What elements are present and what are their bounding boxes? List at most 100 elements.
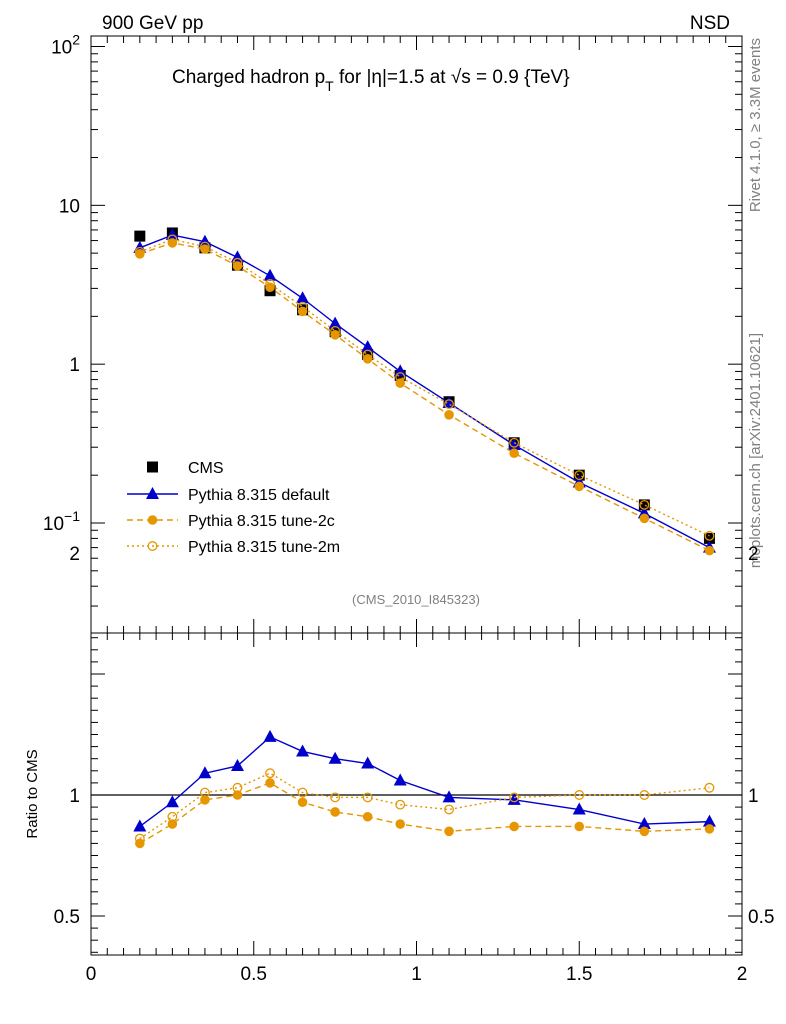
cms-data-point xyxy=(573,469,585,481)
tune2m-point xyxy=(444,399,455,410)
tune2c-point xyxy=(167,238,178,248)
tune2m-ratio-point xyxy=(167,811,178,822)
tune2m-point xyxy=(199,241,210,252)
tune2c-ratio-point xyxy=(639,826,650,837)
default-ratio-point xyxy=(507,792,521,805)
tune2m-ratio-point xyxy=(509,792,520,803)
ratio-series-layer xyxy=(133,729,716,849)
ratio-axes: 0.5 0.5 1 1 2 2 xyxy=(54,544,774,955)
x-tick-label: 1 xyxy=(411,964,422,985)
x-tick-label: 0 xyxy=(86,964,97,985)
tune2m-point xyxy=(574,470,585,481)
tune2c-point xyxy=(444,409,454,420)
ratio-y-tick-label: 1 xyxy=(69,786,80,807)
tune2m-line xyxy=(139,238,710,537)
tune2m-ratio-point xyxy=(232,782,243,793)
tune2c-ratio-point xyxy=(232,790,243,800)
legend-marker-default xyxy=(146,487,159,499)
tune2c-ratio-point xyxy=(200,795,210,805)
tune2m-ratio-point xyxy=(199,787,210,798)
default-point xyxy=(296,291,310,304)
legend-label-default: Pythia 8.315 default xyxy=(188,487,330,504)
legend-marker-cms xyxy=(147,461,158,473)
tune2c-ratio-point xyxy=(330,807,340,817)
tune2m-point xyxy=(134,246,145,257)
default-ratio-point xyxy=(165,795,179,808)
main-axes: 10−1 1 10 102 xyxy=(43,32,743,633)
default-ratio-point xyxy=(328,751,342,764)
y-tick-label: 10 xyxy=(59,196,80,217)
y-tick-label: 102 xyxy=(51,32,80,59)
tune2m-point xyxy=(362,349,373,360)
cms-data-point xyxy=(638,499,650,511)
tune2m-point xyxy=(297,301,308,312)
tune2c-ratio-point xyxy=(167,819,178,829)
tune2m-point xyxy=(395,372,406,382)
default-ratio-point xyxy=(572,802,586,815)
default-ratio-point xyxy=(133,819,147,832)
ratio-y-tick-label-right: 2 xyxy=(748,544,759,565)
tune2m-ratio-point xyxy=(444,804,455,815)
tune2c-line xyxy=(139,242,710,552)
tune2m-ratio-point xyxy=(330,792,341,803)
main-series-layer xyxy=(133,227,716,556)
default-ratio-point xyxy=(296,744,310,757)
tune2m-ratio-point xyxy=(639,790,650,800)
rivet-version-text: Rivet 4.1.0, ≥ 3.3M events xyxy=(747,38,764,212)
cms-data-point xyxy=(134,230,146,242)
default-point xyxy=(230,250,244,263)
default-ratio-point xyxy=(361,756,375,769)
mcplots-text: mcplots.cern.ch [arXiv:2401.10621] xyxy=(747,333,764,568)
tune2c-point xyxy=(135,249,145,259)
default-point xyxy=(361,340,375,353)
legend-marker-tune2m xyxy=(147,541,158,551)
tune2m-ratio-point xyxy=(265,768,275,779)
default-ratio-point xyxy=(230,758,244,771)
tune2m-ratio-point xyxy=(134,833,145,844)
analysis-id: (CMS_2010_I845323) xyxy=(352,592,480,607)
tune2m-point xyxy=(232,257,243,268)
ratio-y-tick-label: 0.5 xyxy=(54,907,80,928)
legend-label-tune2c: Pythia 8.315 tune-2c xyxy=(188,513,335,530)
legend-label-tune2m: Pythia 8.315 tune-2m xyxy=(188,539,340,556)
default-ratio-point xyxy=(702,814,716,827)
y-tick-label: 1 xyxy=(69,355,80,376)
tune2c-ratio-point xyxy=(509,821,519,832)
tune2c-ratio-point xyxy=(297,797,308,808)
header-right: NSD xyxy=(690,13,730,34)
default-point xyxy=(507,437,521,450)
tune2m-point xyxy=(330,325,341,336)
tune2m-ratio-point xyxy=(362,792,373,803)
tune2m-ratio-point xyxy=(704,782,715,793)
tune2c-point xyxy=(639,513,650,524)
ratio-ylabel: Ratio to CMS xyxy=(24,749,41,838)
default-ratio-point xyxy=(198,766,212,779)
y-tick-label: 10−1 xyxy=(43,508,80,535)
default-ratio-point xyxy=(393,773,407,786)
x-axis-tick-labels: 0 0.5 1 1.5 2 xyxy=(86,964,748,985)
default-line xyxy=(139,234,710,549)
x-tick-label: 0.5 xyxy=(241,964,267,985)
default-ratio-line xyxy=(139,736,710,828)
default-ratio-point xyxy=(637,817,651,830)
tune2c-ratio-point xyxy=(265,778,275,788)
tune2m-point xyxy=(704,530,715,541)
tune2c-point xyxy=(704,545,715,556)
legend-label-cms: CMS xyxy=(188,460,224,477)
chart-title: Charged hadron pT for |η|=1.5 at √s = 0.… xyxy=(172,67,570,94)
default-point xyxy=(263,268,277,281)
tune2c-ratio-point xyxy=(704,824,715,834)
ratio-y-tick-label: 2 xyxy=(69,544,80,565)
tune2m-point xyxy=(509,437,520,448)
legend-marker-tune2c xyxy=(147,515,158,525)
default-ratio-point xyxy=(442,790,456,803)
cms-data-point xyxy=(703,532,715,544)
legend: CMS Pythia 8.315 default Pythia 8.315 tune… xyxy=(127,460,340,556)
tune2c-ratio-point xyxy=(574,821,585,832)
tune2c-point xyxy=(574,481,585,492)
default-point xyxy=(328,316,342,329)
tune2m-point xyxy=(265,278,275,289)
tune2m-ratio-point xyxy=(297,787,308,798)
tune2c-ratio-point xyxy=(444,826,454,837)
